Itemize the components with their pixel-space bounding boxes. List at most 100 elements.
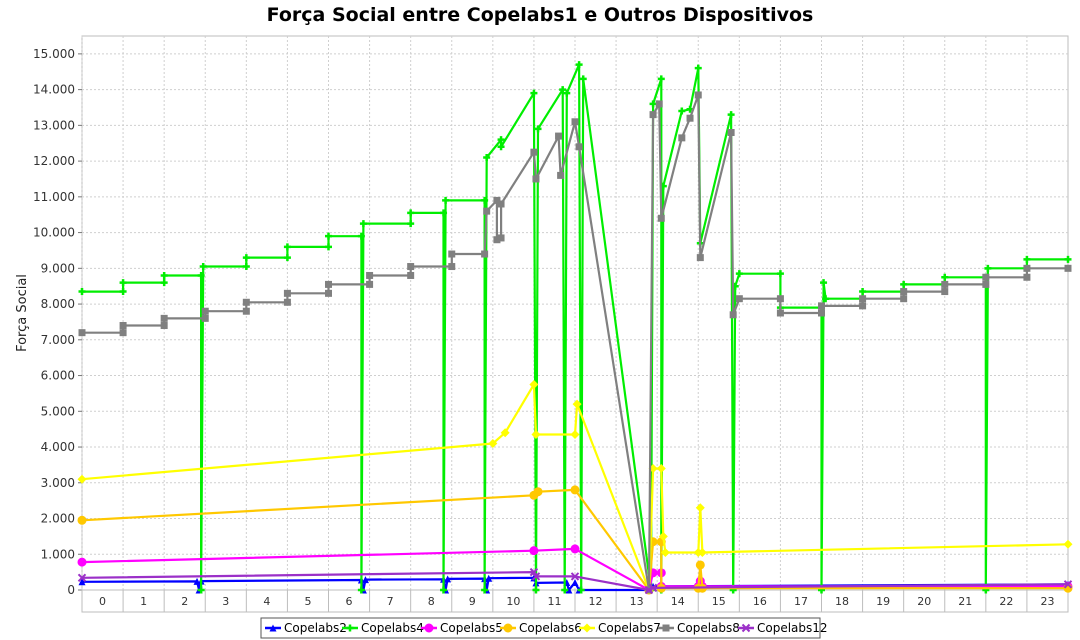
data-point-copelabs12 bbox=[1063, 580, 1073, 589]
data-point-copelabs8 bbox=[941, 280, 949, 288]
data-point-copelabs5 bbox=[529, 546, 539, 556]
data-point-copelabs4 bbox=[283, 254, 291, 262]
data-point-copelabs7 bbox=[488, 438, 498, 448]
x-tick-label: 2 bbox=[181, 595, 188, 608]
data-point-copelabs12 bbox=[648, 583, 658, 593]
y-tick-label: 15.000 bbox=[33, 47, 75, 61]
y-tick-label: 2.000 bbox=[41, 512, 75, 526]
data-point-copelabs8 bbox=[1064, 264, 1072, 272]
legend-marker bbox=[346, 624, 354, 632]
data-point-copelabs8 bbox=[201, 314, 209, 322]
data-point-copelabs7 bbox=[656, 463, 666, 473]
data-point-copelabs4 bbox=[579, 75, 587, 83]
x-tick-label: 22 bbox=[999, 595, 1013, 608]
data-point-copelabs7 bbox=[658, 531, 668, 541]
x-tick-label: 11 bbox=[547, 595, 561, 608]
data-point-copelabs8 bbox=[530, 148, 538, 156]
data-point-copelabs7 bbox=[531, 430, 541, 440]
data-point-copelabs4 bbox=[197, 586, 205, 594]
data-point-copelabs4 bbox=[984, 264, 992, 272]
data-point-copelabs2 bbox=[565, 586, 573, 594]
data-point-copelabs4 bbox=[900, 280, 908, 288]
legend-marker bbox=[424, 623, 434, 633]
data-point-copelabs4 bbox=[776, 270, 784, 278]
data-point-copelabs8 bbox=[119, 329, 127, 337]
data-point-copelabs7 bbox=[572, 399, 582, 409]
y-tick-label: 8.000 bbox=[41, 297, 75, 311]
data-point-copelabs8 bbox=[283, 298, 291, 306]
legend-label: Copelabs8 bbox=[677, 621, 740, 635]
x-tick-label: 7 bbox=[387, 595, 394, 608]
data-point-copelabs8 bbox=[483, 207, 491, 215]
series-line-copelabs7 bbox=[81, 383, 1069, 592]
data-point-copelabs8 bbox=[325, 289, 332, 297]
data-point-copelabs7 bbox=[77, 474, 87, 484]
x-tick-label: 8 bbox=[428, 595, 435, 608]
x-tick-label: 12 bbox=[589, 595, 603, 608]
legend: Copelabs2 Copelabs4 Copelabs5 Copelabs6 Cope… bbox=[260, 617, 828, 639]
data-point-copelabs8 bbox=[982, 280, 990, 288]
legend-marker bbox=[741, 623, 751, 633]
data-point-copelabs8 bbox=[859, 295, 867, 303]
data-point-copelabs4 bbox=[242, 254, 250, 262]
legend-item-copelabs2: Copelabs2 bbox=[265, 621, 347, 635]
data-point-copelabs8 bbox=[735, 295, 743, 303]
data-point-copelabs4 bbox=[160, 271, 168, 279]
data-point-copelabs8 bbox=[78, 329, 86, 337]
data-point-copelabs8 bbox=[776, 309, 784, 317]
data-point-copelabs6 bbox=[77, 515, 87, 525]
data-point-copelabs8 bbox=[776, 295, 784, 303]
y-tick-label: 5.000 bbox=[41, 404, 75, 418]
data-point-copelabs8 bbox=[557, 171, 565, 179]
data-point-copelabs8 bbox=[242, 307, 250, 315]
legend-item-copelabs5: Copelabs5 bbox=[421, 621, 503, 635]
legend-label: Copelabs4 bbox=[361, 621, 424, 635]
data-point-copelabs4 bbox=[481, 586, 489, 594]
data-point-copelabs8 bbox=[727, 129, 735, 137]
data-point-copelabs8 bbox=[729, 311, 737, 319]
data-point-copelabs8 bbox=[497, 200, 505, 208]
data-point-copelabs4 bbox=[78, 288, 86, 296]
legend-marker bbox=[269, 624, 277, 632]
x-tick-label: 18 bbox=[835, 595, 849, 608]
x-tick-label: 13 bbox=[630, 595, 644, 608]
data-point-copelabs4 bbox=[357, 232, 365, 240]
data-point-copelabs4 bbox=[727, 111, 735, 119]
series-copelabs7 bbox=[77, 379, 1073, 595]
data-point-copelabs4 bbox=[442, 196, 450, 204]
data-point-copelabs8 bbox=[407, 271, 415, 279]
x-tick-label: 19 bbox=[876, 595, 890, 608]
data-point-copelabs4 bbox=[649, 100, 657, 108]
data-point-copelabs8 bbox=[407, 263, 415, 271]
data-point-copelabs12 bbox=[77, 573, 87, 583]
data-point-copelabs8 bbox=[325, 280, 332, 288]
x-tick-label: 5 bbox=[304, 595, 311, 608]
x-tick-label: 17 bbox=[794, 595, 808, 608]
data-point-copelabs12 bbox=[570, 572, 580, 581]
data-point-copelabs8 bbox=[481, 250, 489, 258]
data-point-copelabs8 bbox=[818, 309, 825, 317]
data-point-copelabs4 bbox=[678, 107, 686, 115]
data-point-copelabs8 bbox=[201, 307, 209, 315]
y-tick-label: 4.000 bbox=[41, 440, 75, 454]
data-point-copelabs4 bbox=[1023, 255, 1031, 263]
data-point-copelabs8 bbox=[575, 143, 583, 151]
x-tick-label: 6 bbox=[346, 595, 353, 608]
data-point-copelabs4 bbox=[119, 279, 127, 287]
data-point-copelabs8 bbox=[448, 263, 456, 271]
data-point-copelabs7 bbox=[697, 547, 707, 557]
legend-marker bbox=[503, 623, 513, 633]
data-point-copelabs2 bbox=[78, 578, 86, 586]
data-point-copelabs4 bbox=[325, 243, 332, 251]
data-point-copelabs7 bbox=[529, 379, 539, 389]
data-point-copelabs8 bbox=[1023, 273, 1031, 281]
data-point-copelabs7 bbox=[570, 430, 580, 440]
data-point-copelabs8 bbox=[657, 214, 665, 222]
data-point-copelabs8 bbox=[686, 114, 694, 122]
data-point-copelabs4 bbox=[440, 586, 448, 594]
data-point-copelabs4 bbox=[822, 295, 830, 303]
data-point-copelabs8 bbox=[283, 289, 291, 297]
y-tick-label: 9.000 bbox=[41, 261, 75, 275]
data-point-copelabs4 bbox=[561, 586, 569, 594]
